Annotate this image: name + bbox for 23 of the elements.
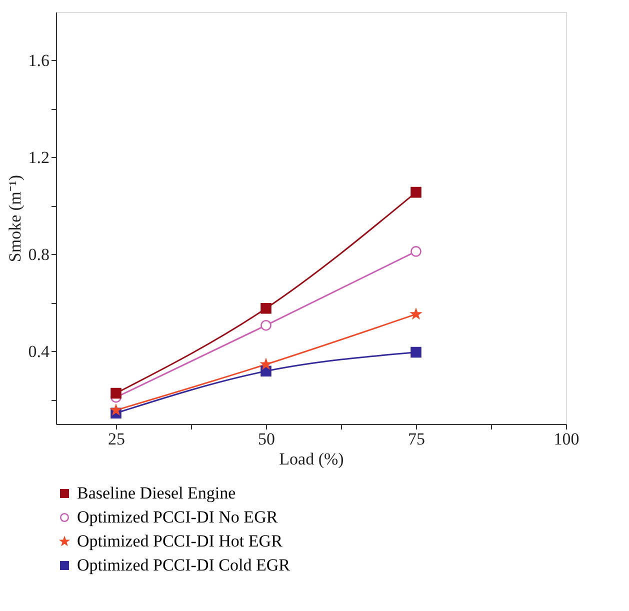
point [410, 346, 422, 358]
point [110, 388, 122, 399]
legend-label: Optimized PCCI-DI Cold EGR [77, 556, 291, 574]
point [260, 358, 272, 369]
point [410, 186, 422, 198]
x-tick-label: 100 [554, 430, 580, 448]
x-tick-label: 50 [258, 430, 275, 448]
point [260, 320, 272, 331]
y-tick-label: 1.6 [28, 50, 50, 70]
y-tick-label: 0.4 [28, 342, 50, 361]
point [260, 303, 272, 314]
legend-label: Optimized PCCI-DI Hot EGR [77, 532, 284, 550]
y-tick-label: 1.2 [28, 148, 50, 167]
legend-label: Optimized PCCI-DI No EGR [77, 508, 278, 526]
x-tick-label: 75 [408, 430, 425, 448]
legend-label: Baseline Diesel Engine [77, 484, 236, 502]
y-tick-label: 0.8 [28, 244, 50, 264]
point [110, 404, 122, 415]
x-axis-title: Load (%) [279, 450, 344, 468]
y-axis-title: Smoke (m⁻¹) [5, 174, 24, 262]
x-tick-label: 25 [108, 430, 125, 448]
point [410, 246, 422, 257]
point [410, 308, 422, 319]
